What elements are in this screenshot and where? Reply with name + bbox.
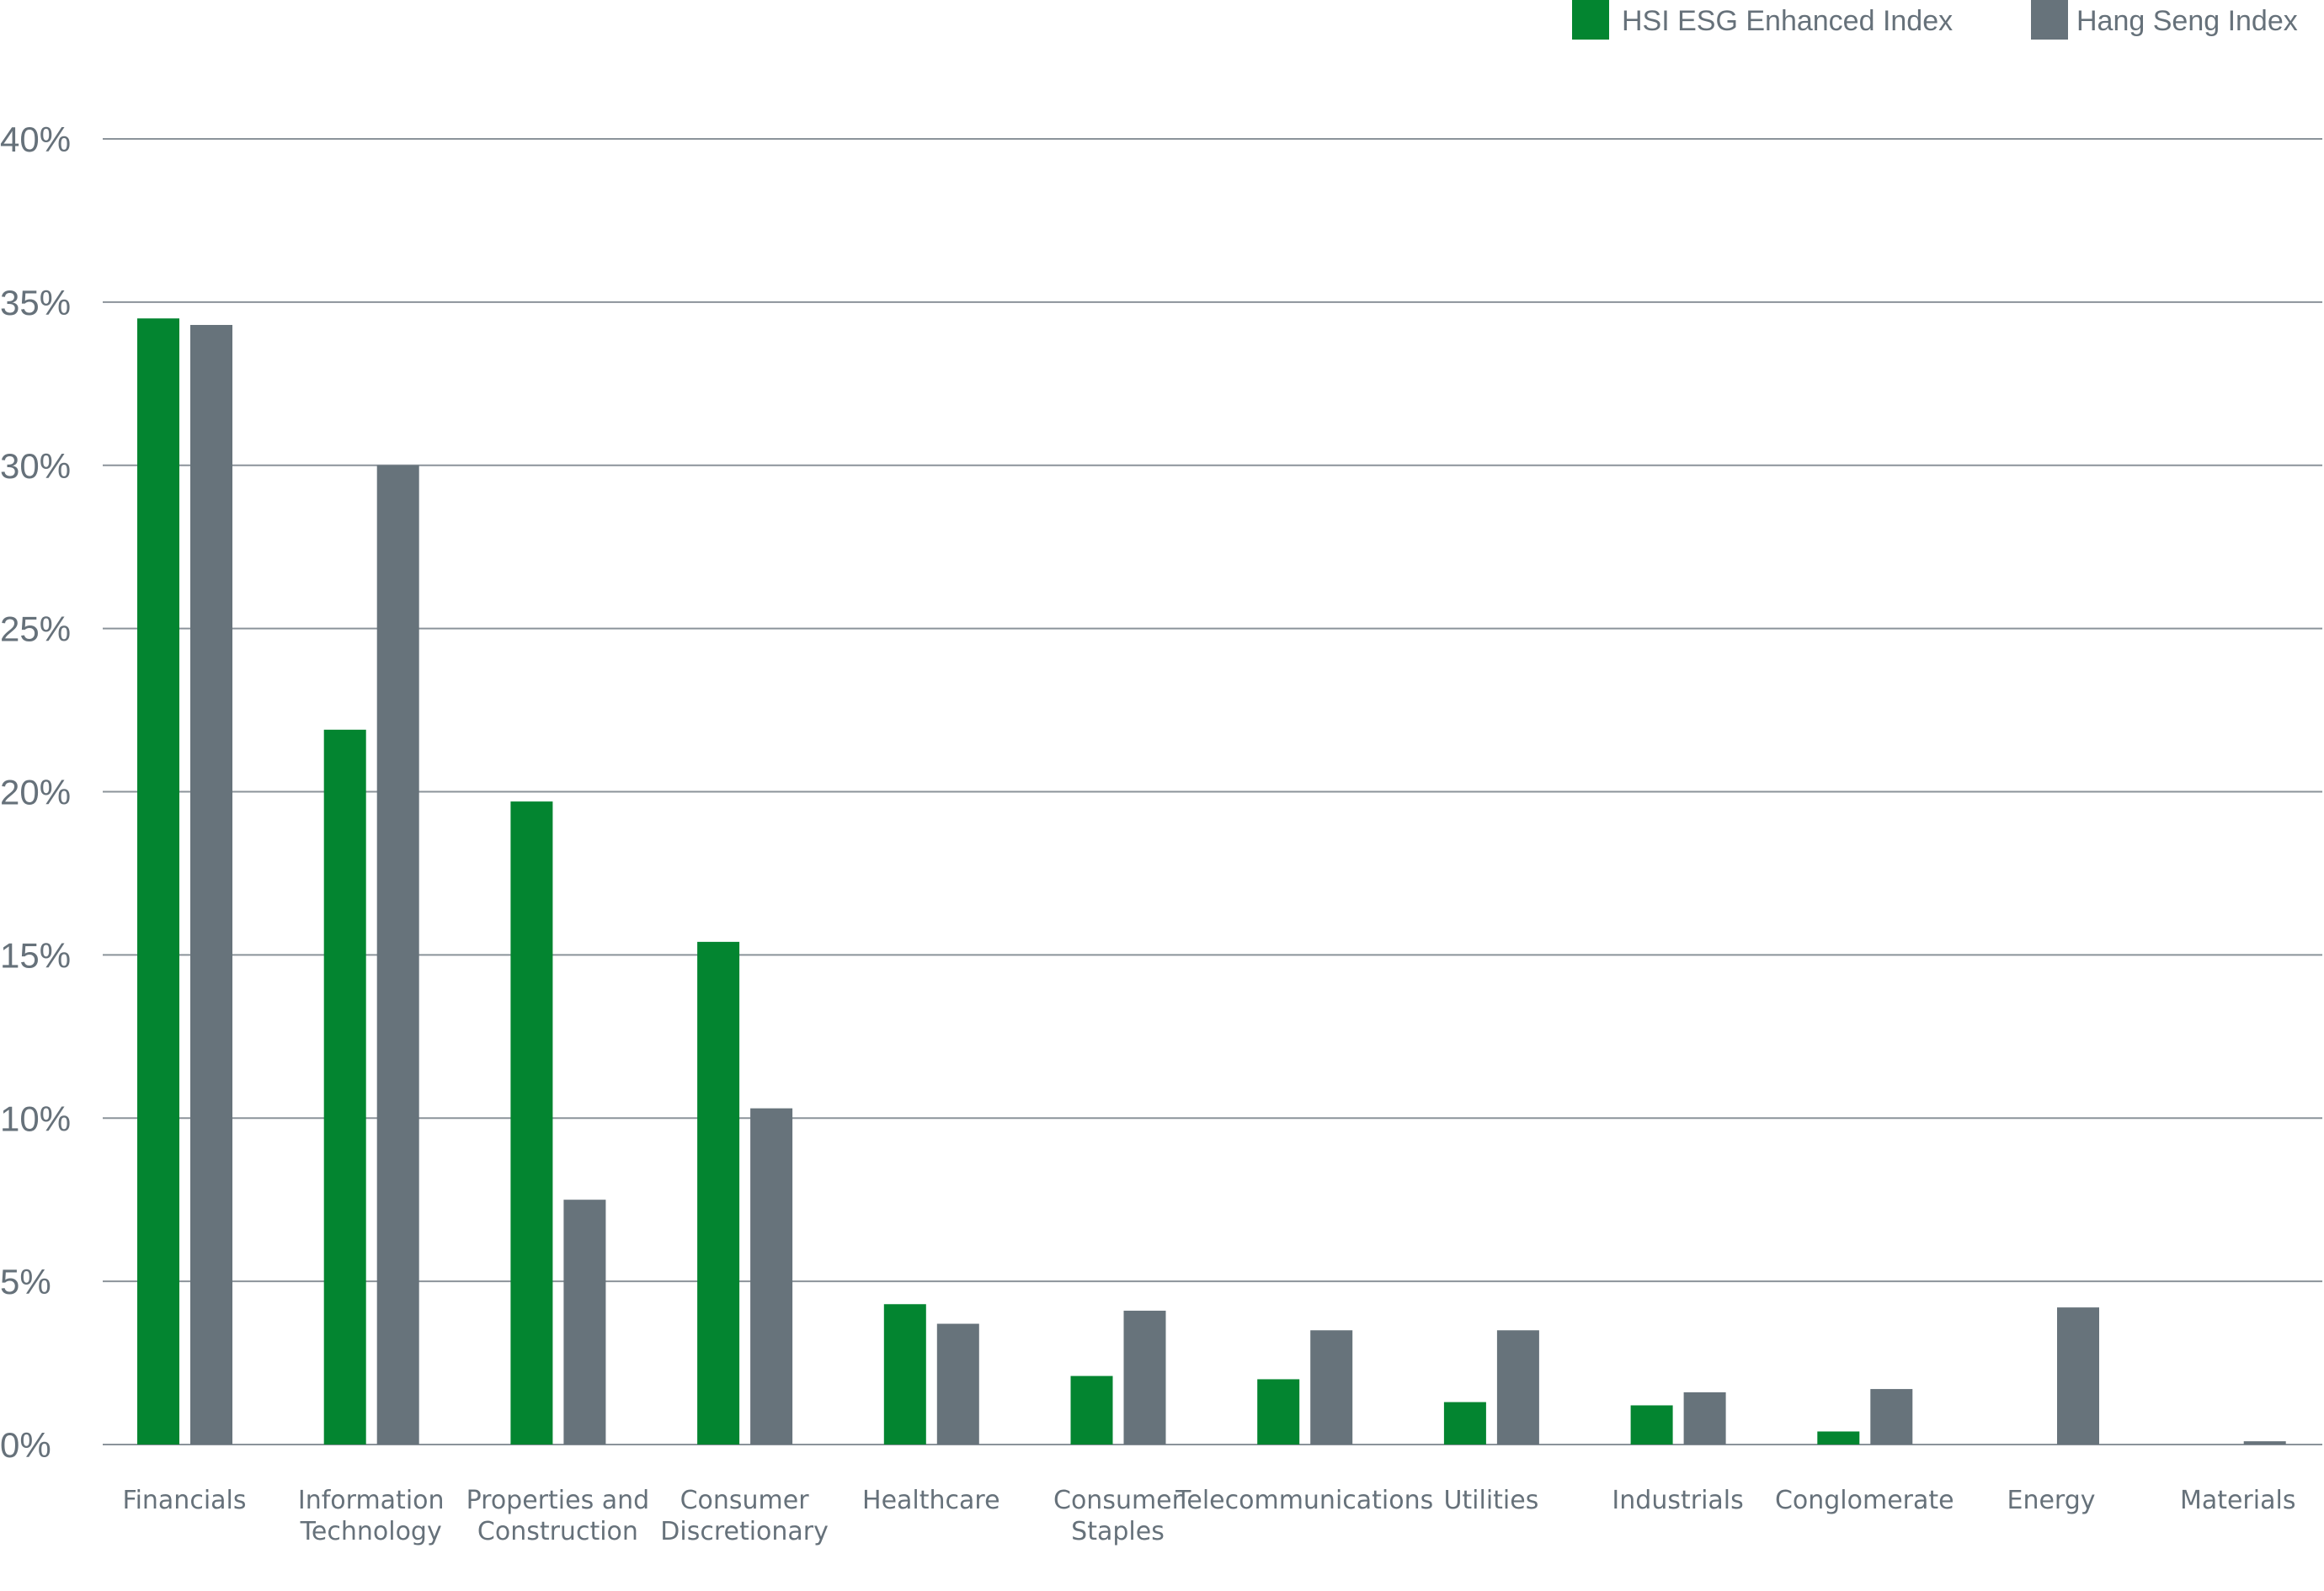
- x-category-label: Materials: [2180, 1486, 2296, 1515]
- x-category-label: Information: [298, 1486, 445, 1515]
- x-category-label: Telecommunications: [1175, 1486, 1433, 1515]
- y-tick-label: 15%: [0, 935, 71, 975]
- bar-hang-seng: [1870, 1389, 1913, 1445]
- bar-hsi-esg-enhanced: [883, 1304, 926, 1445]
- bars: [137, 318, 2286, 1445]
- y-tick-label: 0%: [0, 1425, 51, 1465]
- bar-hsi-esg-enhanced: [510, 801, 553, 1445]
- gridlines: [103, 138, 2322, 1445]
- bar-hang-seng: [936, 1323, 979, 1445]
- bar-hang-seng: [1123, 1311, 1166, 1445]
- y-tick-label: 40%: [0, 120, 71, 159]
- x-category-label: Utilities: [1443, 1486, 1538, 1515]
- bar-hsi-esg-enhanced: [1817, 1431, 1860, 1445]
- x-category-label: Financials: [123, 1486, 247, 1515]
- bar-hang-seng: [1683, 1391, 1726, 1445]
- y-tick-label: 35%: [0, 283, 71, 322]
- x-category-label: Industrials: [1612, 1486, 1743, 1515]
- bar-hang-seng: [563, 1200, 606, 1445]
- y-tick-label: 25%: [0, 609, 71, 649]
- x-category-label: Consumer: [1053, 1486, 1183, 1515]
- x-category-label: Technology: [300, 1517, 442, 1546]
- bar-hsi-esg-enhanced: [1443, 1402, 1486, 1445]
- x-category-label: Healthcare: [862, 1486, 1000, 1515]
- legend: HSI ESG Enhanced Index Hang Seng Index: [1572, 0, 2298, 40]
- x-category-label: Properties and: [466, 1486, 650, 1515]
- legend-swatch: [2031, 0, 2068, 40]
- bar-hsi-esg-enhanced: [137, 318, 179, 1445]
- bar-hang-seng: [2243, 1441, 2286, 1445]
- x-category-label: Staples: [1071, 1517, 1165, 1546]
- x-category-label: Conglomerate: [1775, 1486, 1954, 1515]
- x-category-label: Construction: [477, 1517, 638, 1546]
- bar-hang-seng: [1496, 1330, 1539, 1445]
- bar-hang-seng: [190, 325, 232, 1445]
- x-category-label: Discretionary: [660, 1517, 829, 1546]
- bar-hsi-esg-enhanced: [697, 941, 740, 1445]
- y-axis-ticks: 0% 5% 10% 15% 20% 25% 30% 35% 40%: [0, 120, 71, 1465]
- legend-swatch: [1572, 0, 1609, 40]
- bar-hsi-esg-enhanced: [323, 729, 366, 1445]
- bar-hang-seng: [2057, 1307, 2099, 1445]
- y-tick-label: 30%: [0, 446, 71, 486]
- x-category-label: Energy: [2007, 1486, 2095, 1515]
- legend-label: Hang Seng Index: [2076, 5, 2298, 37]
- bar-hsi-esg-enhanced: [1257, 1379, 1300, 1445]
- x-category-label: Consumer: [680, 1486, 810, 1515]
- bar-hsi-esg-enhanced: [1630, 1405, 1673, 1445]
- bar-hsi-esg-enhanced: [1070, 1375, 1113, 1445]
- y-tick-label: 5%: [0, 1262, 51, 1301]
- y-tick-label: 10%: [0, 1099, 71, 1138]
- bar-hang-seng: [1310, 1330, 1353, 1445]
- bar-hang-seng: [376, 465, 419, 1445]
- legend-label: HSI ESG Enhanced Index: [1622, 5, 1953, 37]
- y-tick-label: 20%: [0, 773, 71, 812]
- bar-hang-seng: [750, 1108, 793, 1445]
